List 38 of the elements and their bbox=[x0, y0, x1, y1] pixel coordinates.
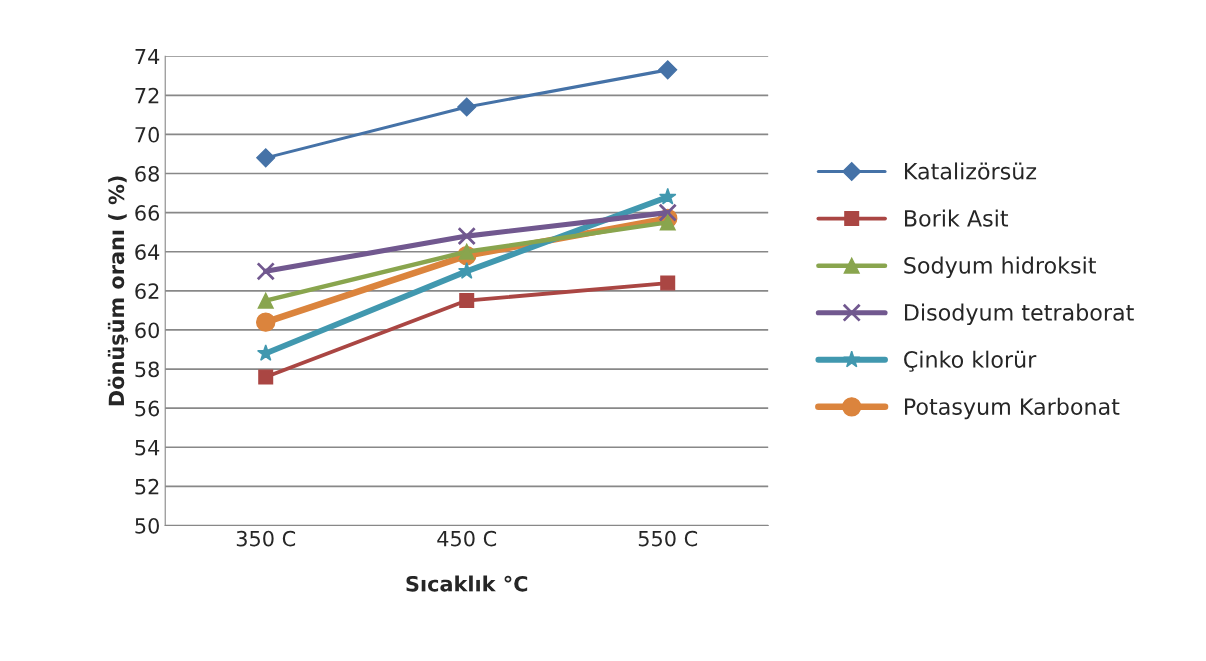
legend-label: Sodyum hidroksit bbox=[904, 256, 1096, 279]
legend-label: Potasyum Karbonat bbox=[905, 397, 1120, 420]
y-tick-label: 60 bbox=[135, 322, 159, 339]
legend-label: Çinko klorür bbox=[904, 350, 1037, 372]
point bbox=[457, 226, 477, 246]
legend-label: Disodyum tetraborat bbox=[905, 303, 1134, 326]
point bbox=[257, 292, 274, 309]
point bbox=[255, 312, 276, 332]
legend-label: Borik Asit bbox=[905, 209, 1009, 227]
point bbox=[658, 187, 677, 205]
x-axis-title: Sıcaklık °C bbox=[406, 575, 528, 592]
point bbox=[658, 203, 678, 222]
point bbox=[459, 293, 475, 309]
x-tick-label: 450 C bbox=[437, 530, 497, 547]
y-tick-label: 74 bbox=[135, 48, 160, 65]
y-tick-label: 64 bbox=[135, 244, 160, 260]
point bbox=[458, 243, 475, 260]
x-tick-label: 550 C bbox=[638, 530, 698, 547]
y-tick-label: 58 bbox=[135, 361, 159, 378]
y-tick-label: 62 bbox=[135, 283, 159, 300]
point bbox=[457, 97, 477, 117]
y-tick-label: 56 bbox=[135, 400, 160, 417]
point bbox=[659, 214, 676, 231]
y-tick-label: 72 bbox=[135, 87, 159, 104]
y-tick-label: 52 bbox=[135, 478, 159, 495]
y-tick-label: 50 bbox=[135, 517, 159, 534]
y-tick-label: 68 bbox=[135, 165, 159, 182]
x-tick-label: 350 C bbox=[236, 530, 296, 547]
point bbox=[256, 148, 276, 168]
point bbox=[658, 60, 678, 80]
point bbox=[258, 369, 274, 385]
y-tick-label: 66 bbox=[135, 205, 160, 221]
y-tick-label: 54 bbox=[135, 440, 160, 456]
legend-label: Katalizörsüz bbox=[905, 162, 1037, 180]
point bbox=[256, 261, 276, 281]
point bbox=[660, 275, 676, 291]
y-tick-label: 70 bbox=[135, 126, 159, 143]
y-axis-title: Dönüşüm oranı ( %) bbox=[107, 176, 129, 406]
